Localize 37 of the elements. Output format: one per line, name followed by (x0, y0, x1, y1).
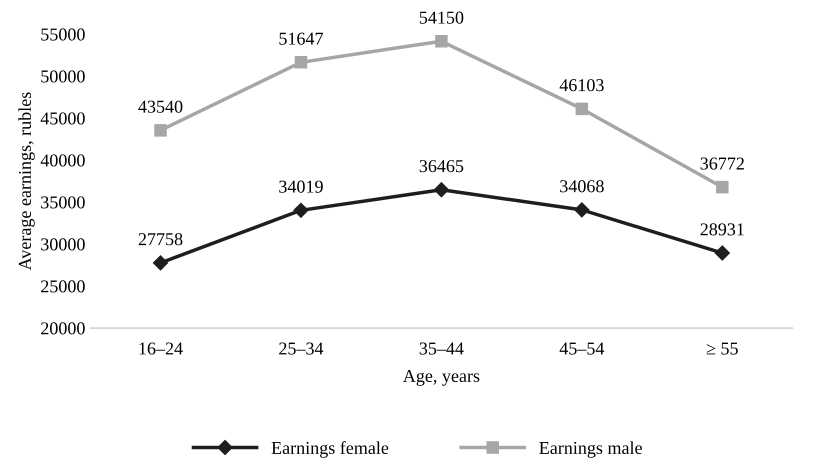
data-label: 36772 (700, 157, 744, 170)
y-axis-title: Average earnings, rubles (18, 92, 35, 270)
y-tick-label: 25000 (41, 280, 85, 292)
legend-label: Earnings male (539, 441, 642, 458)
point (574, 202, 590, 218)
point (435, 35, 448, 48)
point (714, 245, 730, 261)
y-tick-label: 50000 (41, 70, 85, 83)
x-tick-label: ≥ 55 (706, 342, 738, 355)
data-label: 27758 (138, 233, 182, 246)
data-label: 46103 (560, 79, 604, 92)
data-label: 43540 (138, 100, 182, 113)
legend-label: Earnings female (272, 441, 388, 458)
y-tick-label: 20000 (41, 322, 85, 334)
data-label: 34019 (279, 180, 323, 193)
x-tick-label: 45–54 (560, 342, 604, 355)
data-label: 28931 (700, 223, 744, 236)
point (576, 102, 588, 116)
data-label: 51647 (279, 32, 324, 45)
point (294, 56, 308, 69)
y-tick-label: 45000 (40, 112, 85, 125)
y-tick-label: 55000 (41, 28, 85, 41)
point (154, 124, 167, 137)
data-label: 36465 (420, 160, 464, 172)
y-tick-label: 30000 (41, 238, 85, 250)
y-tick-label: 35000 (41, 196, 85, 208)
data-label: 54150 (420, 12, 464, 24)
point (434, 182, 449, 198)
x-tick-label: 35–44 (420, 342, 464, 355)
x-axis-title: Age, years (402, 370, 480, 386)
data-label: 34068 (560, 180, 604, 192)
point (293, 202, 309, 218)
point (152, 255, 168, 270)
x-tick-label: 16–24 (140, 342, 183, 355)
point (716, 180, 729, 194)
x-tick-label: 25–34 (279, 342, 324, 355)
y-tick-label: 40000 (40, 154, 85, 167)
